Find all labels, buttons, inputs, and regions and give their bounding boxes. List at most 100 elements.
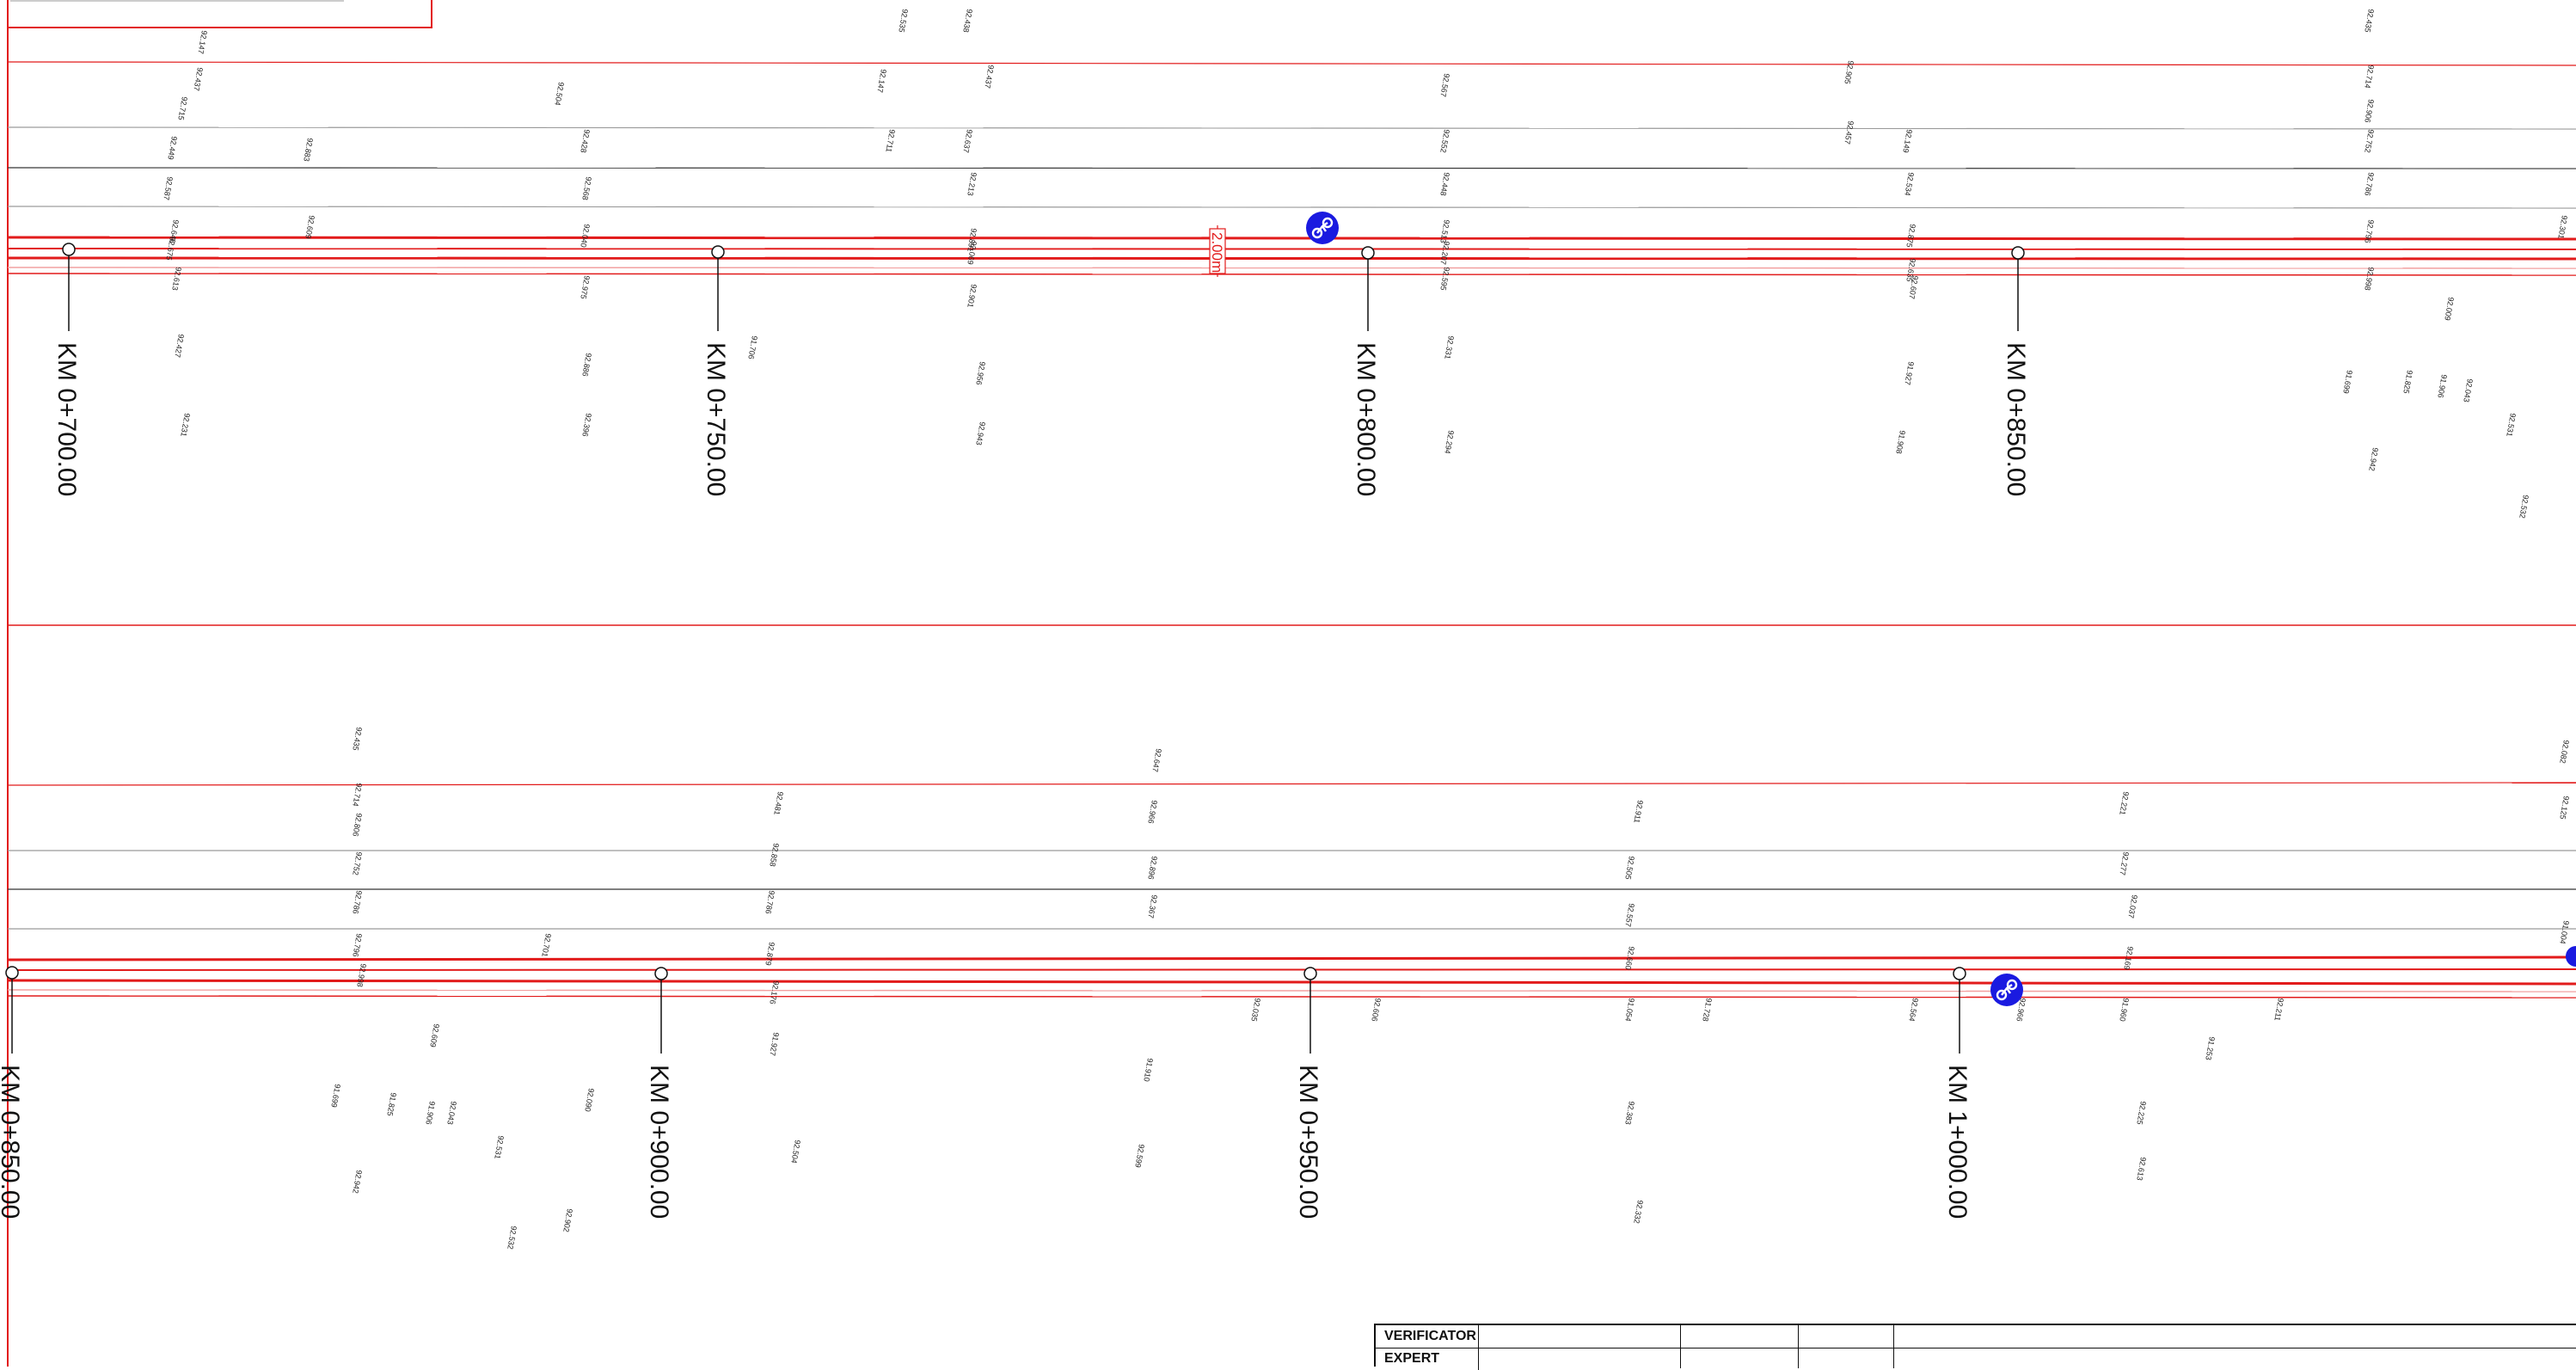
- elevation-label: 92.231: [179, 413, 192, 438]
- elevation-label: 92.896: [1146, 856, 1159, 881]
- elevation-label: 92.043: [2462, 378, 2475, 403]
- elevation-label: 92.449: [166, 136, 179, 161]
- plan-strip-top: [7, 61, 2576, 276]
- title-block-divider: [1893, 1325, 1894, 1368]
- elevation-label: 92.435: [351, 727, 364, 752]
- elevation-points-top: 92.14792.43792.71592.44992.58792.64692.6…: [162, 9, 2569, 519]
- elevation-points-bottom: 92.435 92.714 92.806 92.752 92.786 92.796 92.9…: [329, 727, 2571, 1250]
- elevation-label: 92.169: [2122, 946, 2135, 971]
- elevation-label: 91.054: [1623, 998, 1636, 1023]
- elevation-label: 92.701: [540, 933, 553, 958]
- elevation-label: 92.966: [2015, 998, 2027, 1023]
- elevation-label: 92.891: [966, 228, 978, 253]
- elevation-label: 92.035: [1249, 998, 1262, 1023]
- station-label: KM 1+000.00: [1943, 1065, 1972, 1219]
- sheet-frame: [7, 0, 2576, 1367]
- elevation-label: 92.125: [2558, 796, 2571, 820]
- elevation-label: 92.457: [1843, 120, 1855, 145]
- elevation-label: 92.901: [966, 284, 978, 309]
- elevation-label: 92.647: [1150, 748, 1163, 773]
- elevation-label: 92.221: [2118, 791, 2131, 816]
- elevation-label: 92.332: [1632, 1200, 1645, 1225]
- elevation-label: 92.043: [445, 1101, 458, 1126]
- elevation-label: 92.966: [1146, 800, 1159, 825]
- elevation-label: 92.646: [168, 219, 181, 244]
- elevation-label: 92.714: [2363, 65, 2376, 89]
- elevation-label: 92.660: [1623, 946, 1636, 971]
- elevation-label: 92.225: [2135, 1101, 2148, 1126]
- elevation-label: 92.535: [897, 9, 910, 34]
- elevation-label: 92.942: [2367, 447, 2380, 472]
- title-block-divider: [1798, 1325, 1799, 1368]
- elevation-label: 92.911: [1632, 800, 1645, 824]
- elevation-label: 92.796: [351, 933, 364, 958]
- elevation-label: 91.906: [2436, 374, 2449, 399]
- elevation-label: 92.396: [580, 413, 593, 438]
- elevation-label: 91.908: [1894, 430, 1907, 455]
- elevation-label: 92.090: [583, 1088, 596, 1113]
- station-label: KM 0+950.00: [1294, 1065, 1322, 1219]
- station-label: KM 0+850.00: [2002, 342, 2030, 496]
- elevation-label: 92.905: [1843, 60, 1855, 85]
- elevation-label: 92.207: [1438, 241, 1451, 266]
- elevation-label: 91.699: [329, 1084, 342, 1109]
- elevation-label: 92.943: [974, 421, 987, 446]
- elevation-label: 92.176: [768, 980, 781, 1005]
- elevation-label: 92.277: [2118, 851, 2131, 876]
- elevation-label: 92.435: [2363, 9, 2376, 34]
- elevation-label: 92.367: [1146, 894, 1159, 919]
- elevation-label: 92.752: [2363, 129, 2376, 154]
- elevation-label: 91.927: [1903, 361, 1916, 386]
- elevation-label: 92.437: [983, 65, 996, 89]
- elevation-label: 92.786: [764, 890, 776, 915]
- elevation-label: 92.211: [2272, 998, 2285, 1022]
- elevation-label: 91.910: [1142, 1058, 1155, 1083]
- elevation-label: 91.253: [2204, 1036, 2217, 1061]
- station-label: KM 0+800.00: [1352, 342, 1380, 496]
- station-label: KM 0+900.00: [645, 1065, 673, 1219]
- plan-strip-bottom: [7, 782, 2576, 998]
- elevation-label: 92.383: [1623, 1101, 1636, 1126]
- elevation-label: 92.796: [2363, 219, 2376, 244]
- elevation-label: 92.975: [579, 275, 592, 300]
- elevation-label: 92.037: [2126, 894, 2139, 919]
- elevation-label: 92.040: [579, 224, 592, 249]
- elevation-label: 92.886: [580, 353, 593, 378]
- elevation-label: 92.606: [1370, 998, 1383, 1023]
- elevation-label: 92.009: [2443, 297, 2456, 322]
- width-dimension: 2.00m: [1209, 225, 1226, 277]
- elevation-label: 92.082: [2558, 740, 2571, 765]
- station-label: KM 0+700.00: [52, 342, 81, 496]
- bicycle-marker: [1306, 212, 1339, 244]
- elevation-label: 92.607: [1907, 275, 1920, 300]
- elevation-label: 92.568: [580, 176, 593, 201]
- elevation-label: 91.699: [2341, 370, 2354, 395]
- station-ticks-bottom: [5, 966, 1966, 1054]
- elevation-label: 92.587: [162, 176, 175, 201]
- elevation-label: 92.448: [1438, 172, 1451, 197]
- elevation-label: 91.927: [768, 1032, 781, 1057]
- elevation-label: 91.004: [2558, 920, 2571, 945]
- station-ticks-top: [62, 243, 2025, 331]
- title-block-divider: [1680, 1325, 1681, 1368]
- dimension-label: 2.00m: [1209, 232, 1225, 273]
- bicycle-marker: [1990, 974, 2023, 1006]
- elevation-label: 91.906: [424, 1101, 437, 1126]
- elevation-label: 92.147: [875, 69, 888, 94]
- elevation-label: 91.728: [1701, 998, 1714, 1023]
- title-block-row: EXPERT: [1376, 1348, 2576, 1370]
- verificator-label: VERIFICATOR: [1376, 1325, 1479, 1348]
- elevation-label: 91.825: [385, 1092, 398, 1117]
- elevation-label: 92.956: [974, 361, 987, 386]
- elevation-label: 92.331: [1443, 335, 1456, 360]
- elevation-label: 92.786: [351, 890, 364, 915]
- elevation-label: 92.438: [961, 9, 974, 34]
- elevation-label: 92.998: [355, 963, 368, 988]
- elevation-label: 92.906: [2363, 99, 2376, 124]
- elevation-label: 92.149: [1901, 129, 1914, 154]
- station-label: KM 0+850.00: [0, 1065, 24, 1219]
- elevation-label: 92.942: [351, 1170, 364, 1195]
- elevation-label: 92.595: [1438, 267, 1451, 292]
- elevation-label: 92.513: [1438, 219, 1451, 244]
- elevation-label: 92.532: [2518, 495, 2530, 519]
